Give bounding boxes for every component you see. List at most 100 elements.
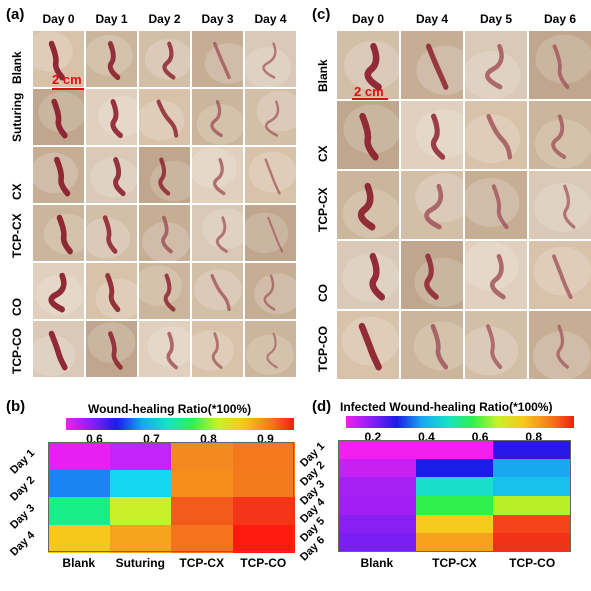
panel-d-cell [338,458,417,478]
panel-b-cell [171,497,233,525]
wound-photo [85,204,138,262]
wound-photo [32,88,85,146]
panel-b-letter: (b) [6,398,26,415]
panel-b-colorbar-title: Wound-healing Ratio(*100%) [88,402,252,416]
wound-photo [244,88,297,146]
wound-photo [191,320,244,378]
panel-b-cell [232,497,295,525]
panel-d-cell [415,514,494,534]
wound-photo [244,146,297,204]
panel-c-day-header: Day 6 [543,12,577,26]
wound-photo [85,262,138,320]
panel-d-colorbar-title: Infected Wound-healing Ratio(*100%) [340,400,553,414]
panel-b-colorbar [66,418,294,430]
panel-b-cell [109,469,172,498]
wound-photo [32,262,85,320]
panel-b-cell [171,524,233,553]
wound-photo [464,240,528,310]
wound-photo [32,146,85,204]
panel-b-col-label: Suturing [115,556,165,570]
panel-b-cell [48,497,110,525]
wound-photo [336,170,400,240]
wound-photo [244,320,297,378]
wound-photo [336,310,400,380]
panel-d-cell [338,496,417,516]
panel-a-group-label: TCP-CO [10,328,24,374]
wound-photo [400,240,464,310]
wound-photo [400,30,464,100]
wound-photo [138,204,191,262]
wound-photo [400,100,464,170]
wound-photo [528,310,591,380]
wound-photo [464,100,528,170]
panel-d-cell [415,458,494,478]
wound-photo [244,262,297,320]
wound-photo [191,88,244,146]
panel-d-col-label: TCP-CX [432,556,477,570]
wound-photo [464,310,528,380]
panel-d-cell [415,477,494,497]
wound-photo [138,320,191,378]
panel-c-scale-label: 2 cm [354,84,384,99]
panel-a-group-label: Blank [10,51,24,84]
panel-b-row-label: Day 1 [8,446,38,477]
panel-b-cell [109,497,172,525]
wound-photo [528,100,591,170]
wound-photo [32,320,85,378]
panel-b-cell [48,442,110,470]
panel-d-cell [493,477,572,497]
panel-c-group-label: CO [316,284,330,302]
panel-d-cell [338,477,417,497]
panel-b-cell [48,469,110,498]
panel-d-cell [415,440,494,460]
panel-a-scale-bar [52,88,84,90]
panel-a-group-label: CO [10,298,24,316]
panel-b-col-label: TCP-CO [240,556,287,570]
panel-b-cell [232,469,295,498]
panel-d-col-label: TCP-CO [509,556,556,570]
wound-photo [464,30,528,100]
panel-a-group-label: Suturing [10,92,24,142]
panel-d-cell [415,533,494,553]
wound-photo [191,30,244,88]
panel-d-cell [415,496,494,516]
panel-c-group-label: TCP-CX [316,187,330,232]
wound-photo [400,310,464,380]
panel-b-row-label: Day 2 [8,474,38,504]
panel-a-day-header: Day 2 [148,12,181,26]
wound-photo [191,146,244,204]
wound-photo [32,30,85,88]
panel-b-frame [48,442,294,552]
panel-c-scale-bar [352,98,388,100]
panel-d-cell [493,533,572,553]
panel-d-cell [493,496,572,516]
panel-a-group-label: TCP-CX [10,213,24,258]
wound-photo [85,146,138,204]
panel-a-day-header: Day 3 [201,12,234,26]
wound-photo [85,320,138,378]
panel-d-frame [338,440,571,552]
wound-photo [244,204,297,262]
wound-photo [336,100,400,170]
panel-b-cell [232,442,295,470]
panel-d-cell [338,514,417,534]
panel-d-cell [338,533,417,553]
wound-photo [336,30,400,100]
panel-a-group-label: CX [10,183,24,200]
panel-c-day-header: Day 4 [415,12,449,26]
wound-photo [85,88,138,146]
panel-c-letter: (c) [312,6,331,23]
panel-c-group-label: Blank [316,59,330,92]
wound-photo [528,30,591,100]
panel-b-cell [171,442,233,470]
panel-c-day-header: Day 0 [351,12,385,26]
wound-photo [528,170,591,240]
panel-b-cell [109,442,172,470]
panel-b-col-label: TCP-CX [179,556,225,570]
panel-b-row-label: Day 4 [8,529,38,559]
panel-a-day-header: Day 4 [254,12,287,26]
panel-b-col-label: Blank [62,556,96,570]
panel-c-group-label: TCP-CO [316,326,330,372]
panel-c-day-header: Day 5 [479,12,513,26]
wound-photo [336,240,400,310]
